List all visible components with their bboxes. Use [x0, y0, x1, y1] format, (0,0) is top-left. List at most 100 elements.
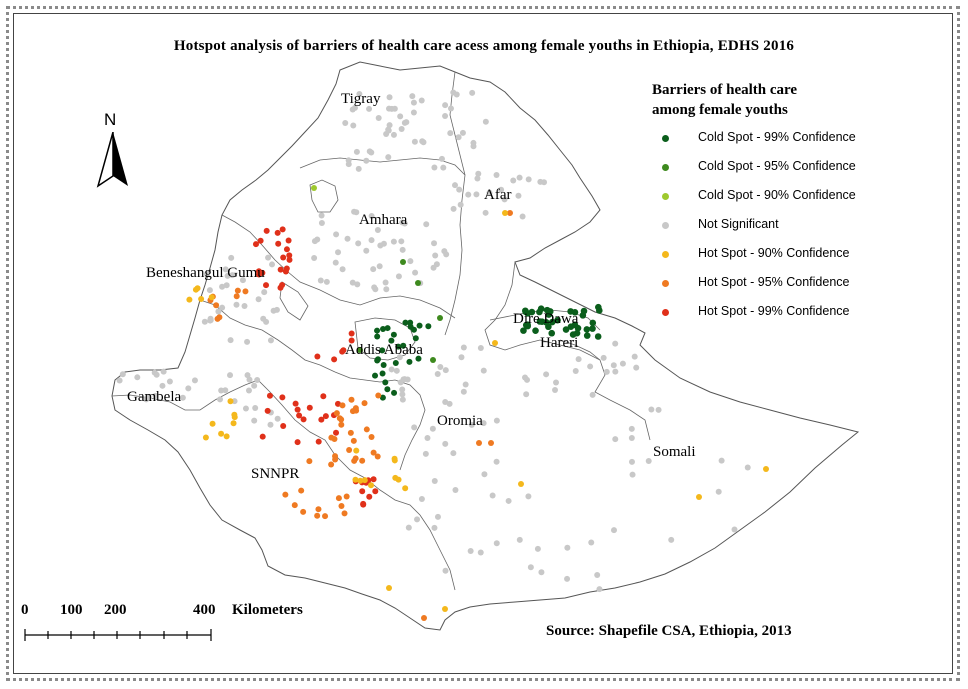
map-point: [516, 174, 523, 181]
legend-item-label: Hot Spot - 90% Confidence: [698, 246, 850, 260]
map-point: [159, 382, 166, 389]
map-point: [119, 371, 126, 378]
map-point: [274, 229, 281, 236]
map-point: [374, 333, 381, 340]
map-point: [374, 327, 381, 334]
map-point: [346, 447, 353, 454]
map-point: [612, 436, 619, 443]
map-point: [403, 119, 410, 126]
map-point: [166, 378, 173, 385]
map-point: [502, 210, 508, 216]
map-point: [594, 572, 601, 579]
map-point: [379, 394, 386, 401]
map-point: [583, 326, 591, 333]
map-point: [411, 424, 418, 431]
map-point: [351, 457, 358, 464]
map-point: [368, 434, 375, 441]
map-point: [143, 396, 150, 403]
map-point: [574, 324, 582, 332]
map-point: [333, 429, 340, 436]
legend-title-line1: Barriers of health care: [652, 82, 798, 98]
map-point: [298, 487, 305, 494]
map-point: [264, 407, 271, 414]
map-point: [191, 377, 198, 384]
map-point: [400, 259, 406, 265]
map-point: [416, 322, 423, 329]
map-point: [234, 287, 241, 294]
map-point: [363, 247, 370, 254]
map-point: [314, 512, 321, 519]
map-point: [493, 458, 500, 465]
map-point: [452, 486, 459, 493]
map-point: [400, 376, 407, 383]
map-point: [219, 304, 226, 311]
map-point: [431, 164, 438, 171]
map-point: [207, 315, 214, 322]
map-point: [422, 450, 429, 457]
map-point: [493, 417, 500, 424]
map-point: [442, 398, 449, 405]
map-point: [385, 126, 392, 133]
map-point: [277, 266, 284, 273]
map-point: [231, 414, 238, 421]
map-point: [318, 416, 325, 423]
map-point: [410, 99, 417, 106]
legend-swatch: [662, 251, 669, 258]
map-point: [402, 319, 409, 326]
map-point: [418, 496, 425, 503]
map-point: [361, 400, 368, 407]
map-point: [279, 282, 286, 289]
map-point: [283, 246, 290, 253]
map-point: [548, 318, 556, 326]
map-point: [452, 182, 459, 189]
map-point: [332, 456, 339, 463]
scale-tick-100: 100: [60, 602, 83, 618]
map-point: [567, 308, 574, 315]
map-point: [388, 337, 395, 344]
map-point: [370, 476, 377, 483]
region-label-tigray: Tigray: [341, 91, 381, 107]
map-point: [482, 209, 489, 216]
map-point: [374, 227, 381, 234]
map-point: [399, 391, 406, 398]
region-label-addis-ababa: Addis Ababa: [345, 342, 423, 358]
map-point: [450, 205, 457, 212]
map-point: [429, 425, 436, 432]
scale-tick-200: 200: [104, 602, 127, 618]
map-point: [259, 433, 266, 440]
map-point: [524, 376, 531, 383]
map-point: [279, 394, 286, 401]
legend-swatch: [662, 309, 669, 316]
map-point: [377, 242, 384, 249]
map-point: [473, 191, 480, 198]
map-point: [348, 337, 355, 344]
map-point: [505, 497, 512, 504]
map-point: [460, 344, 467, 351]
map-point: [314, 353, 321, 360]
map-point: [206, 287, 213, 294]
map-point: [257, 237, 264, 244]
map-point: [407, 319, 414, 326]
map-point: [374, 453, 381, 460]
map-point: [348, 330, 355, 337]
map-point: [594, 333, 602, 340]
map-point: [286, 252, 293, 259]
map-point: [202, 434, 209, 441]
map-point: [331, 356, 338, 363]
map-point: [398, 125, 405, 132]
map-point: [438, 155, 445, 162]
region-label-amhara: Amhara: [359, 212, 408, 228]
map-point: [600, 354, 607, 361]
map-point: [267, 337, 274, 344]
map-point: [589, 319, 597, 327]
map-point: [359, 488, 366, 495]
map-point: [612, 340, 619, 347]
map-point: [488, 440, 494, 446]
map-point: [610, 527, 617, 534]
map-point: [474, 175, 481, 182]
region-label-oromia: Oromia: [437, 413, 483, 429]
map-point: [431, 478, 438, 485]
map-point: [274, 415, 281, 422]
map-point: [251, 417, 258, 424]
map-point: [477, 345, 484, 352]
